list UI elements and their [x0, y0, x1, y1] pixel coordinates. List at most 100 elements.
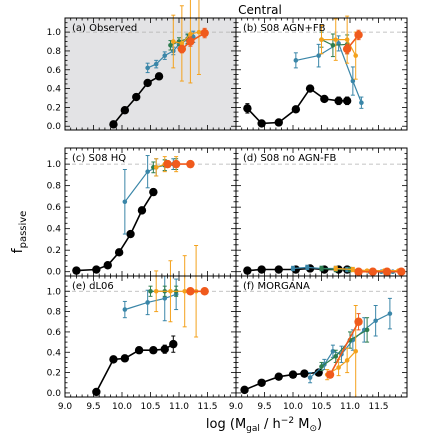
data-point — [336, 365, 341, 370]
y-tick-label: 0.8 — [47, 182, 62, 192]
y-tick-label: 0.4 — [47, 348, 62, 358]
data-point — [257, 265, 266, 274]
data-point — [319, 266, 324, 271]
data-point — [120, 354, 130, 363]
data-point — [186, 159, 195, 169]
series-black — [72, 187, 158, 275]
data-point — [350, 78, 356, 84]
series-red — [186, 287, 209, 296]
x-axis-title-main: log (M — [206, 417, 246, 432]
data-point — [319, 37, 324, 42]
data-point — [182, 288, 187, 294]
panel-4: (d) S08 no AGN-FB — [235, 147, 408, 277]
data-point — [109, 355, 118, 364]
panel-frame — [235, 147, 408, 277]
data-point — [344, 358, 350, 363]
figure-title: Central — [238, 3, 282, 17]
x-tick-label: 11.5 — [368, 402, 388, 412]
y-tick-label: 0.4 — [47, 225, 62, 235]
x-axis-title: log (Mgal / h−2 M⊙) — [206, 416, 322, 434]
data-point — [353, 348, 359, 354]
y-tick-label: 0.2 — [47, 246, 61, 256]
x-tick-label: 11.0 — [340, 402, 360, 412]
data-point — [145, 65, 150, 71]
data-point — [344, 37, 350, 42]
y-tick-label: 0.6 — [47, 203, 62, 213]
panel-label: (b) S08 AGN+FB — [243, 23, 326, 34]
data-point — [334, 96, 343, 106]
y-tick-label: 0.8 — [47, 47, 62, 57]
series-black — [92, 335, 178, 397]
panel-label: (e) dL06 — [72, 281, 114, 292]
data-point — [354, 267, 363, 276]
panel-5: 0.0 0.2 0.4 0.6 0.8 1.0 9.0 9.5 10.0 10.5 11.0 11.5… — [47, 244, 237, 412]
data-point — [274, 372, 283, 381]
panel-1: 0.0 0.2 0.4 0.6 0.8 1.0 (a) Observed — [47, 0, 237, 132]
data-point — [149, 187, 158, 197]
y-tick-label: 0.4 — [47, 85, 62, 95]
panel-frame — [235, 275, 408, 398]
y-tick-label: 0.0 — [47, 389, 62, 399]
panel-2: (b) S08 AGN+FB — [235, 15, 408, 131]
panel-3: 0.0 0.2 0.4 0.6 0.8 1.0 (c) S08 HQ — [47, 147, 237, 278]
data-point — [243, 104, 252, 113]
data-point — [126, 229, 135, 239]
data-point — [288, 370, 298, 379]
data-point — [293, 58, 299, 63]
data-point — [257, 119, 266, 128]
data-point — [153, 165, 159, 170]
series-black — [109, 72, 164, 129]
x-axis-title-sun: ⊙ — [309, 424, 317, 434]
y-tick-label: 0.0 — [47, 268, 62, 278]
data-point — [397, 267, 406, 276]
data-point — [154, 72, 164, 81]
data-point — [92, 387, 101, 397]
data-point — [109, 120, 118, 129]
x-axis-title-sup: −2 — [281, 416, 294, 426]
x-tick-label: 10.0 — [112, 402, 132, 412]
x-tick-label: 10.5 — [311, 402, 331, 412]
panel-label: (d) S08 no AGN-FB — [243, 153, 336, 164]
data-point — [188, 31, 193, 37]
series-red — [177, 27, 209, 54]
series-line — [321, 329, 368, 367]
data-point — [114, 248, 124, 257]
data-point — [196, 29, 202, 35]
panel-label: (c) S08 HQ — [72, 153, 126, 164]
panel-label: (a) Observed — [72, 23, 137, 34]
data-point — [342, 96, 352, 106]
x-tick-label: 9.5 — [257, 402, 271, 412]
data-point — [168, 42, 173, 48]
data-point — [169, 339, 178, 349]
data-point — [137, 206, 147, 215]
series-line — [76, 191, 155, 272]
data-point — [120, 106, 130, 115]
x-axis-title-gal: gal — [246, 424, 260, 434]
data-point — [382, 267, 392, 276]
series-orange — [319, 15, 359, 80]
data-point — [368, 267, 377, 276]
series-red — [163, 159, 195, 169]
data-point — [171, 39, 176, 44]
series-green — [319, 317, 370, 372]
data-point — [319, 364, 324, 369]
data-point — [160, 345, 169, 354]
data-point — [274, 265, 283, 274]
series-red — [325, 313, 363, 379]
data-point — [373, 318, 378, 324]
data-point — [257, 378, 266, 387]
data-point — [290, 266, 296, 271]
panels-group: 0.0 0.2 0.4 0.6 0.8 1.0 (a) Observed (b) S08 AG… — [47, 0, 408, 412]
panel-6: 9.0 9.5 10.0 10.5 11.0 11.5 (f) MORGANA — [229, 275, 408, 412]
data-point — [354, 317, 363, 326]
data-point — [153, 61, 159, 67]
data-point — [179, 41, 185, 46]
series-line — [173, 31, 200, 45]
x-tick-label: 11.0 — [169, 402, 189, 412]
data-point — [353, 53, 359, 58]
y-tick-label: 0.2 — [47, 369, 61, 379]
data-point — [342, 44, 352, 54]
data-point — [103, 261, 112, 270]
y-axis-title: fpassive — [10, 211, 29, 254]
series-blue — [293, 35, 364, 109]
